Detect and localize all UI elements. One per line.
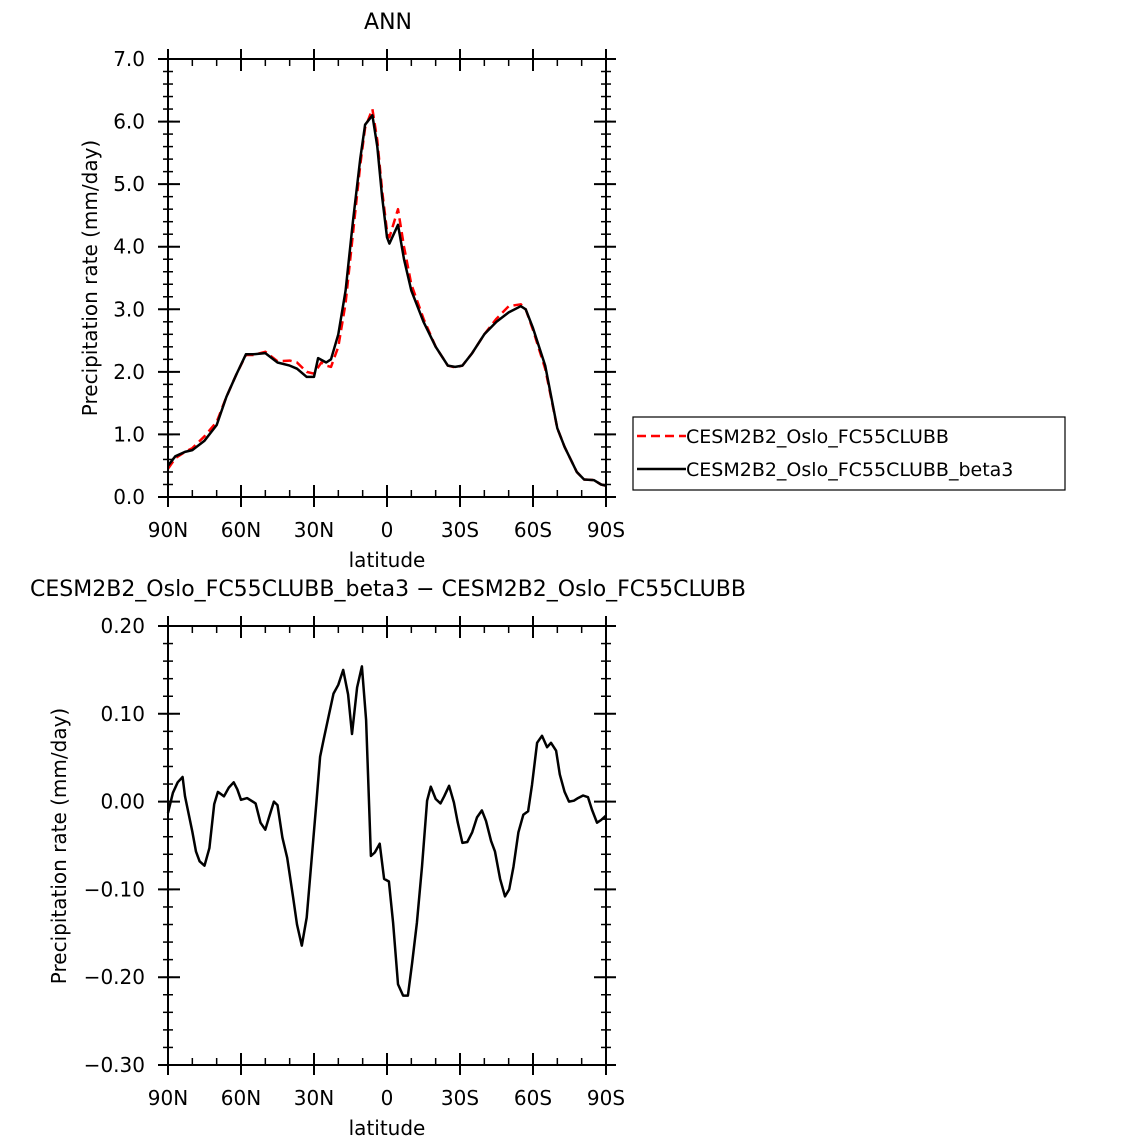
x-tick-label: 0 bbox=[381, 1086, 394, 1110]
legend-label-base: CESM2B2_Oslo_FC55CLUBB bbox=[686, 426, 949, 448]
chart-title: ANN bbox=[364, 10, 412, 35]
plot-frame bbox=[167, 58, 607, 498]
x-tick-label: 90S bbox=[587, 1086, 625, 1110]
y-tick-label: 5.0 bbox=[113, 172, 145, 196]
x-tick-label: 60N bbox=[221, 1086, 261, 1110]
x-tick-label: 60N bbox=[221, 518, 261, 542]
plot-area-top: 90N 60N 30N 0 30S 60S 90S 0.0 1.0 2.0 3.0 4.0 5.0 6.0… bbox=[113, 47, 625, 542]
series-line-difference bbox=[166, 665, 607, 997]
x-tick-label: 30S bbox=[441, 518, 479, 542]
y-tick-label: 0.0 bbox=[113, 485, 145, 509]
y-tick-label: −0.20 bbox=[84, 965, 145, 989]
x-tick-label: 30S bbox=[441, 1086, 479, 1110]
y-tick-label: 0.10 bbox=[100, 702, 145, 726]
panel-bottom: CESM2B2_Oslo_FC55CLUBB_beta3 − CESM2B2_O… bbox=[30, 577, 746, 1140]
x-tick-label: 30N bbox=[294, 1086, 334, 1110]
legend-box bbox=[632, 416, 1066, 491]
panel-top: ANN latitude Precipitation rate (mm/day)… bbox=[78, 10, 625, 572]
x-axis-label: latitude bbox=[349, 548, 426, 572]
y-tick-label: 0.00 bbox=[100, 790, 145, 814]
y-tick-label: 3.0 bbox=[113, 297, 145, 321]
plot-frame bbox=[167, 625, 607, 1066]
x-tick-label: 30N bbox=[294, 518, 334, 542]
y-tick-label: −0.30 bbox=[84, 1053, 145, 1077]
y-tick-label: 0.20 bbox=[100, 614, 145, 638]
legend: CESM2B2_Oslo_FC55CLUBB CESM2B2_Oslo_FC55… bbox=[632, 416, 1066, 491]
legend-label-beta3: CESM2B2_Oslo_FC55CLUBB_beta3 bbox=[686, 459, 1013, 481]
x-tick-label: 90N bbox=[148, 518, 188, 542]
x-axis-label: latitude bbox=[349, 1116, 426, 1140]
y-tick-label: 7.0 bbox=[113, 47, 145, 71]
series-line-cesm2b2-oslo-fc55clubb-beta3 bbox=[167, 114, 607, 487]
x-tick-label: 90S bbox=[587, 518, 625, 542]
y-axis-label: Precipitation rate (mm/day) bbox=[78, 140, 102, 416]
y-axis-label: Precipitation rate (mm/day) bbox=[47, 708, 71, 984]
chart-title: CESM2B2_Oslo_FC55CLUBB_beta3 − CESM2B2_O… bbox=[30, 577, 746, 602]
y-tick-label: 2.0 bbox=[113, 360, 145, 384]
y-tick-label: 6.0 bbox=[113, 110, 145, 134]
plot-area-bottom: 90N 60N 30N 0 30S 60S 90S −0.30 −0.20 −0.10 0.00 0.… bbox=[84, 614, 625, 1110]
y-tick-label: −0.10 bbox=[84, 877, 145, 901]
y-tick-label: 4.0 bbox=[113, 235, 145, 259]
series-line-cesm2b2-oslo-fc55clubb bbox=[166, 107, 607, 487]
x-tick-label: 90N bbox=[148, 1086, 188, 1110]
x-tick-label: 0 bbox=[381, 518, 394, 542]
x-tick-label: 60S bbox=[514, 1086, 552, 1110]
x-tick-label: 60S bbox=[514, 518, 552, 542]
y-tick-label: 1.0 bbox=[113, 422, 145, 446]
